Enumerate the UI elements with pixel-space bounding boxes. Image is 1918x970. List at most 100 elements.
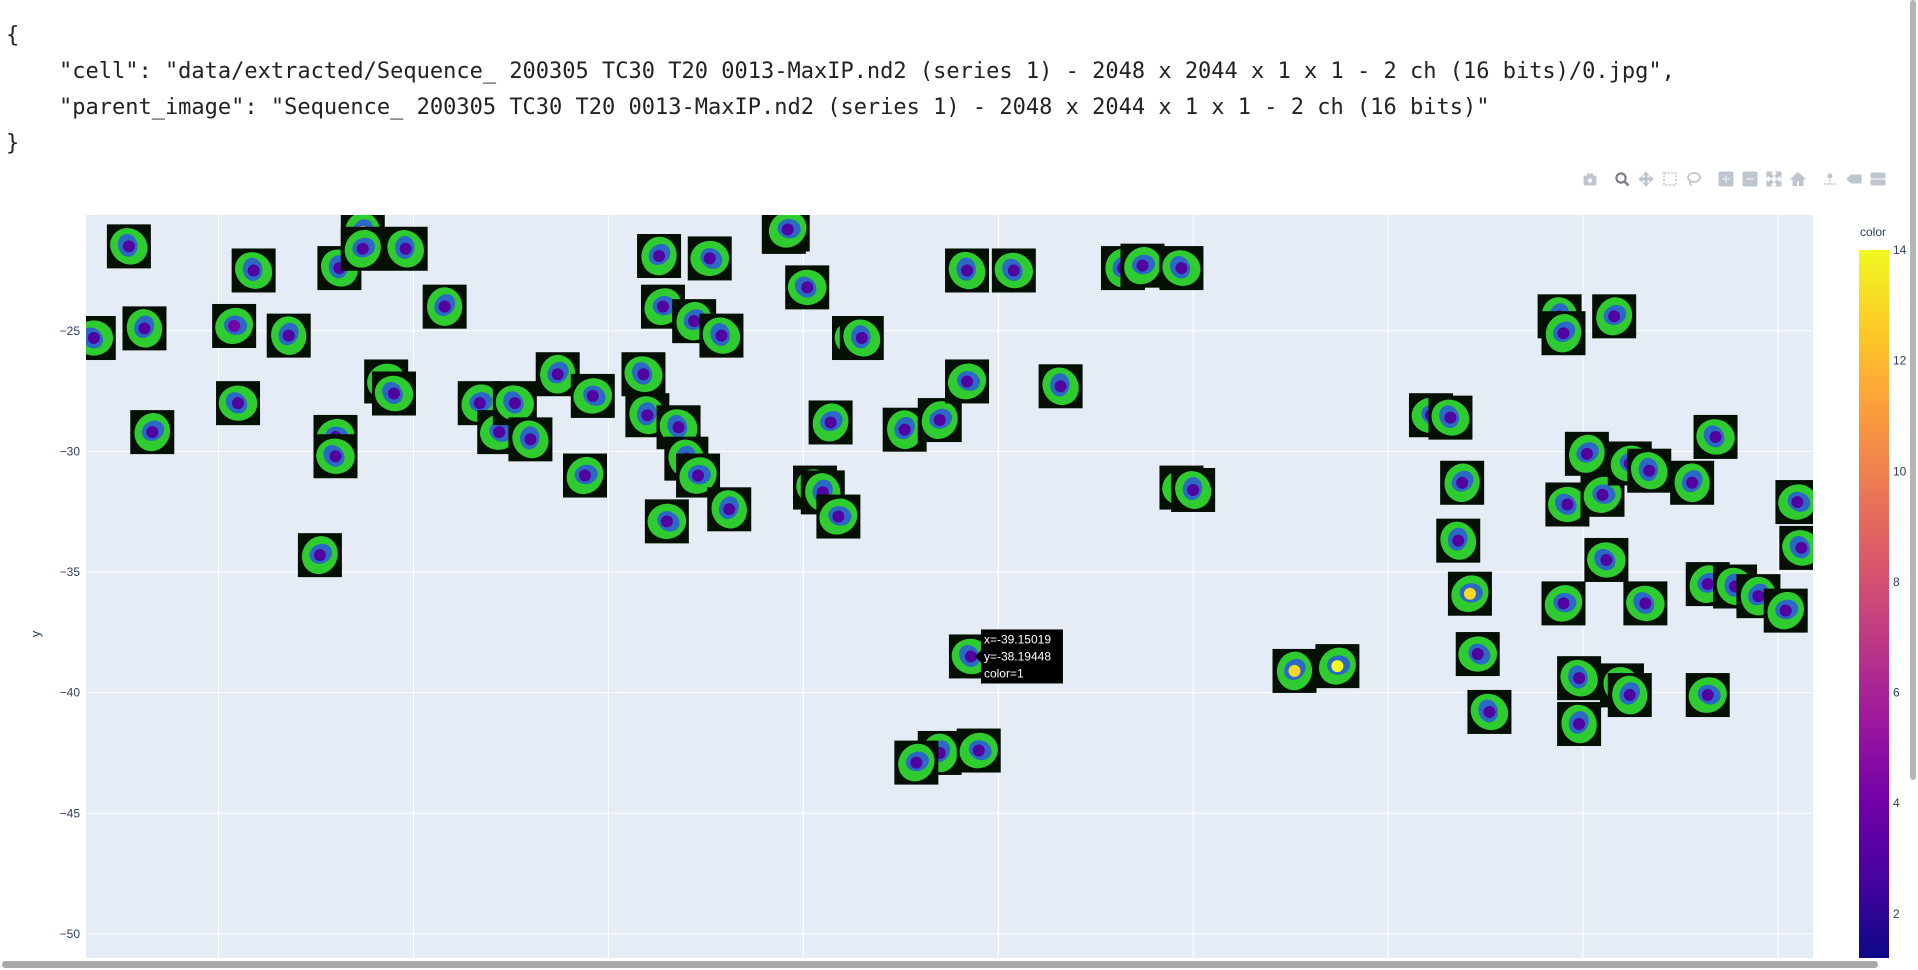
scatter-marker bbox=[1187, 484, 1200, 497]
cell-image-point[interactable] bbox=[129, 408, 176, 457]
cell-image-point[interactable] bbox=[1623, 445, 1675, 497]
cell-image-point[interactable] bbox=[1557, 701, 1602, 748]
cell-image-point[interactable] bbox=[1272, 648, 1317, 693]
horizontal-scrollbar-thumb[interactable] bbox=[2, 961, 1878, 968]
cell-image-point[interactable] bbox=[1425, 393, 1476, 442]
cell-image-point[interactable] bbox=[813, 492, 864, 542]
cell-image-point[interactable] bbox=[1607, 673, 1652, 718]
scatter-marker bbox=[146, 426, 159, 439]
cell-image-point[interactable] bbox=[785, 265, 830, 310]
cell-image-point[interactable] bbox=[672, 450, 724, 502]
vertical-scrollbar-thumb[interactable] bbox=[1910, 0, 1916, 780]
json-line: } bbox=[6, 131, 20, 156]
cell-image-point[interactable] bbox=[491, 380, 539, 426]
colorbar-tick-label: 10 bbox=[1893, 464, 1907, 478]
cell-image-point[interactable] bbox=[1692, 414, 1739, 460]
cell-image-point[interactable] bbox=[1584, 537, 1629, 582]
cell-image-point[interactable] bbox=[762, 204, 814, 255]
cell-image-point[interactable] bbox=[1455, 632, 1500, 677]
cell-image-point[interactable] bbox=[618, 350, 668, 398]
cell-image-point[interactable] bbox=[380, 223, 432, 275]
hover-compare-button[interactable] bbox=[1866, 168, 1890, 190]
hover-closest-button[interactable] bbox=[1842, 168, 1866, 190]
cell-image-point[interactable] bbox=[1545, 482, 1590, 527]
scatter-marker bbox=[87, 332, 100, 345]
scatter-marker bbox=[1471, 648, 1484, 661]
cell-image-point[interactable] bbox=[807, 398, 855, 448]
cell-image-point[interactable] bbox=[1670, 460, 1715, 505]
cell-image-point[interactable] bbox=[1537, 578, 1589, 629]
cell-image-point[interactable] bbox=[915, 395, 965, 446]
scatter-marker bbox=[653, 250, 666, 263]
scatter-marker bbox=[1701, 689, 1714, 702]
hover-tooltip: x=-39.15019 y=-38.19448 color=1 bbox=[974, 629, 1063, 684]
cell-image-point[interactable] bbox=[216, 381, 261, 426]
cell-image-point[interactable] bbox=[644, 499, 689, 544]
cell-image-point[interactable] bbox=[1157, 244, 1206, 292]
cell-image-point[interactable] bbox=[1117, 240, 1169, 292]
scatter-marker bbox=[578, 469, 591, 482]
autoscale-button[interactable] bbox=[1762, 168, 1786, 190]
cell-image-point[interactable] bbox=[1553, 652, 1605, 704]
box-select-button[interactable] bbox=[1658, 168, 1682, 190]
zoom-in-button[interactable] bbox=[1714, 168, 1738, 190]
cell-image-point[interactable] bbox=[1563, 429, 1610, 478]
cell-image-point[interactable] bbox=[559, 449, 611, 501]
cell-image-point[interactable] bbox=[623, 390, 672, 441]
pan-button[interactable] bbox=[1634, 168, 1658, 190]
cell-image-point[interactable] bbox=[707, 485, 752, 533]
cell-image-point[interactable] bbox=[208, 301, 259, 351]
cell-image-point[interactable] bbox=[1444, 568, 1496, 620]
colorbar-tick-label: 4 bbox=[1893, 796, 1900, 810]
cell-image-point[interactable] bbox=[103, 221, 155, 272]
cell-image-point[interactable] bbox=[1590, 291, 1639, 341]
cell-image-point[interactable] bbox=[1035, 360, 1086, 412]
vertical-scrollbar[interactable] bbox=[1908, 0, 1918, 780]
spike-lines-button[interactable] bbox=[1818, 168, 1842, 190]
cell-image-point[interactable] bbox=[1760, 585, 1811, 637]
cell-image-point[interactable] bbox=[296, 530, 345, 580]
cell-image-point[interactable] bbox=[72, 316, 116, 361]
cell-image-point[interactable] bbox=[1777, 525, 1826, 572]
cell-image-point[interactable] bbox=[1434, 516, 1482, 566]
reset-axes-button[interactable] bbox=[1786, 168, 1810, 190]
cell-image-point[interactable] bbox=[1464, 687, 1516, 738]
cell-image-point[interactable] bbox=[1683, 672, 1732, 719]
camera-button[interactable] bbox=[1578, 168, 1602, 190]
cell-image-point[interactable] bbox=[313, 434, 358, 479]
cell-image-point[interactable] bbox=[535, 352, 580, 397]
cell-image-point[interactable] bbox=[422, 284, 467, 329]
cell-image-point[interactable] bbox=[1774, 480, 1821, 525]
cell-image-point[interactable] bbox=[990, 248, 1038, 293]
cell-image-point[interactable] bbox=[687, 236, 732, 281]
lasso-button[interactable] bbox=[1682, 168, 1706, 190]
cell-image-point[interactable] bbox=[637, 281, 689, 333]
y-tick-label: −30 bbox=[60, 444, 81, 458]
cell-image-point[interactable] bbox=[637, 234, 682, 279]
horizontal-scrollbar[interactable] bbox=[0, 958, 1918, 970]
cell-image-point[interactable] bbox=[122, 305, 167, 352]
cell-image-point[interactable] bbox=[227, 244, 279, 296]
cell-image-point[interactable] bbox=[371, 371, 418, 416]
zoom-out-button[interactable] bbox=[1738, 168, 1762, 190]
cell-image-point[interactable] bbox=[1541, 310, 1586, 357]
cell-image-point[interactable] bbox=[338, 223, 388, 274]
cell-image-point[interactable] bbox=[1440, 460, 1485, 505]
cell-image-point[interactable] bbox=[695, 310, 747, 361]
zoom-button[interactable] bbox=[1610, 168, 1634, 190]
cell-image-point[interactable] bbox=[891, 737, 942, 789]
cell-image-point[interactable] bbox=[266, 313, 311, 358]
scatter-marker bbox=[1643, 464, 1656, 477]
cell-image-point[interactable] bbox=[836, 312, 888, 364]
cell-image-point[interactable] bbox=[955, 728, 1003, 774]
cell-image-point[interactable] bbox=[1311, 640, 1363, 692]
cell-image-point[interactable] bbox=[505, 414, 556, 466]
json-line: { bbox=[6, 23, 20, 48]
cell-image-point[interactable] bbox=[1623, 581, 1668, 626]
cell-image-point[interactable] bbox=[942, 357, 992, 405]
cell-image-point[interactable] bbox=[941, 244, 993, 296]
scatter-marker bbox=[933, 414, 946, 427]
cell-image-point[interactable] bbox=[1168, 464, 1218, 515]
cell-image-point[interactable] bbox=[570, 373, 615, 418]
